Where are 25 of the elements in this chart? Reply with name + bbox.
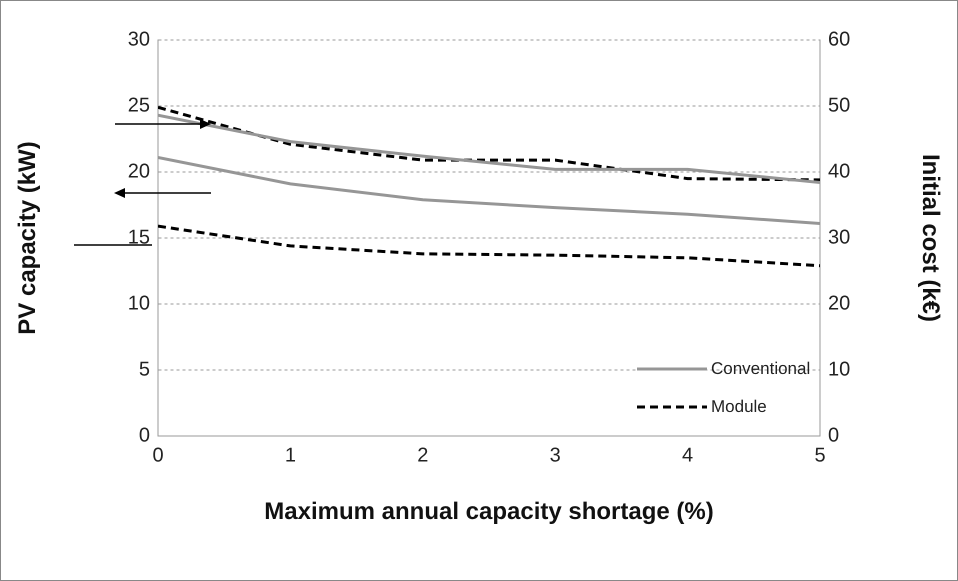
y-tick-label: 0 [138,424,150,447]
y-tick-label: 30 [128,28,150,51]
y2-tick-label: 20 [828,292,850,315]
x-tick-label: 2 [417,444,428,467]
y2-tick-label: 30 [828,226,850,249]
legend-label: Conventional [711,359,810,379]
y2-tick-label: 60 [828,28,850,51]
x-tick-label: 3 [550,444,561,467]
x-axis-title: Maximum annual capacity shortage (%) [264,498,714,526]
y2-axis-title: Initial cost (k€) [916,154,944,322]
y-tick-label: 5 [138,358,150,381]
y-tick-label: 20 [128,160,150,183]
line-series [158,224,820,268]
legend-label: Module [711,397,767,417]
x-tick-label: 1 [284,444,296,467]
y-axis-title: PV capacity (kW) [14,141,42,335]
y2-tick-label: 50 [828,94,850,117]
y2-tick-label: 0 [828,424,840,447]
y2-tick-label: 40 [828,160,850,183]
y-tick-label: 10 [128,292,150,315]
y-tick-label: 15 [128,226,150,249]
y-tick-label: 25 [128,94,150,117]
y2-tick-label: 10 [828,358,850,381]
x-tick-label: 4 [682,444,694,467]
x-tick-label: 5 [814,444,826,467]
